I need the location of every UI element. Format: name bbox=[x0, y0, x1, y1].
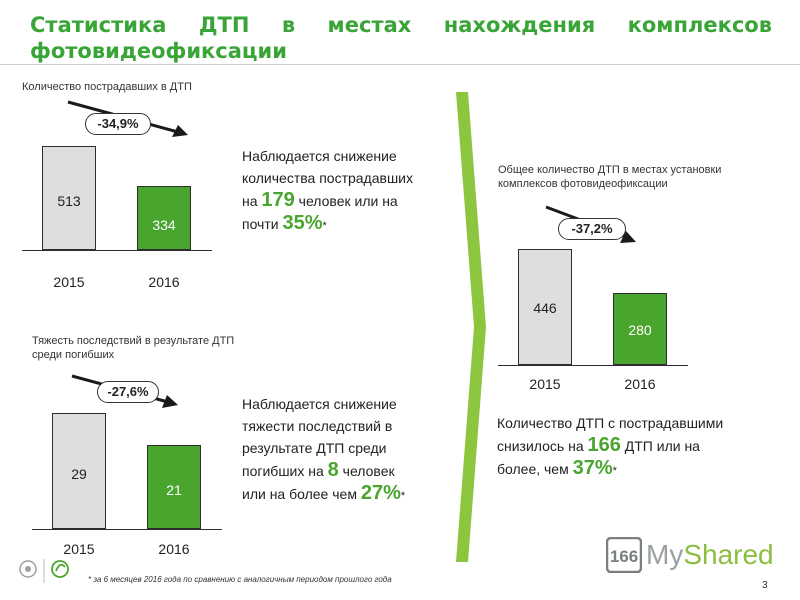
fatalities-note-number: 8 bbox=[327, 459, 339, 481]
page-title: Статистика ДТП в местах нахождения компл… bbox=[30, 13, 772, 63]
accidents-note-line1: Количество ДТП с пострадавшими bbox=[497, 415, 724, 431]
victims-change-badge: -34,9% bbox=[85, 113, 151, 135]
fatalities-note-line2: тяжести последствий в bbox=[242, 418, 393, 434]
fatalities-baseline bbox=[32, 529, 222, 530]
victims-note-number: 179 bbox=[261, 189, 295, 211]
myshared-logo-number: 166 bbox=[610, 547, 638, 566]
accidents-bar-2016-label: 280 bbox=[628, 322, 652, 338]
victims-chart-caption: Количество пострадавших в ДТП bbox=[22, 81, 192, 93]
victims-bar-2015-label: 513 bbox=[57, 193, 81, 209]
fatalities-change-badge: -27,6% bbox=[97, 381, 159, 403]
accidents-chart-caption: Общее количество ДТП в местах установки … bbox=[498, 164, 722, 190]
accidents-year-2015: 2015 bbox=[529, 376, 561, 392]
fatalities-note-percent: 27% bbox=[360, 482, 401, 504]
accidents-note-number: 166 bbox=[587, 434, 621, 456]
victims-baseline bbox=[22, 250, 212, 251]
accidents-note-line3: более, чем 37%* bbox=[497, 457, 617, 479]
organization-logos bbox=[19, 559, 69, 583]
transport-ministry-logo-icon bbox=[19, 560, 37, 578]
victims-bar-2016-label: 334 bbox=[152, 217, 176, 233]
victims-note-line3: на 179 человек или на bbox=[242, 189, 398, 211]
victims-year-2016: 2016 bbox=[148, 274, 180, 290]
victims-note-line1: Наблюдается снижение bbox=[242, 148, 397, 164]
victims-note-line4: почти 35%* bbox=[242, 212, 327, 234]
accidents-baseline bbox=[498, 365, 688, 366]
accidents-bar-2015: 446 bbox=[518, 249, 572, 365]
fatalities-note-line4: погибших на 8 человек bbox=[242, 459, 395, 481]
victims-note-percent: 35% bbox=[282, 212, 323, 234]
page-number: 3 bbox=[762, 580, 768, 591]
accidents-note-percent: 37% bbox=[572, 457, 613, 479]
accidents-bar-2015-label: 446 bbox=[533, 300, 557, 316]
victims-bar-2015: 513 bbox=[42, 146, 96, 250]
section-divider-chevron bbox=[456, 92, 486, 562]
accidents-bar-2016: 280 bbox=[613, 293, 667, 365]
accidents-note-line2: снизилось на 166 ДТП или на bbox=[497, 434, 700, 456]
footnote: * за 6 месяцев 2016 года по сравнению с … bbox=[88, 575, 392, 584]
victims-year-2015: 2015 bbox=[53, 274, 85, 290]
fatalities-bar-2016-label: 21 bbox=[166, 482, 182, 498]
fatalities-note-line5: или на более чем 27%* bbox=[242, 482, 406, 504]
victims-note-line2: количества пострадавших bbox=[242, 170, 413, 186]
fatalities-bar-2016: 21 bbox=[147, 445, 201, 529]
myshared-logo-icon: 166 bbox=[606, 537, 642, 573]
accidents-change-badge: -37,2% bbox=[558, 218, 626, 240]
accidents-year-2016: 2016 bbox=[624, 376, 656, 392]
fatalities-note: Наблюдается снижение тяжести последствий… bbox=[242, 393, 457, 507]
fatalities-chart-caption: Тяжесть последствий в результате ДТП сре… bbox=[32, 335, 235, 361]
fatalities-bar-2015-label: 29 bbox=[71, 466, 87, 482]
fatalities-note-line3: результате ДТП среди bbox=[242, 440, 387, 456]
title-divider bbox=[0, 64, 800, 65]
fatalities-year-2016: 2016 bbox=[158, 541, 190, 557]
accidents-note: Количество ДТП с пострадавшими снизилось… bbox=[497, 412, 787, 482]
victims-bar-2016: 334 bbox=[137, 186, 191, 250]
codd-logo-icon bbox=[51, 560, 69, 578]
fatalities-note-line1: Наблюдается снижение bbox=[242, 396, 397, 412]
myshared-wordmark: MyShared bbox=[646, 539, 774, 570]
victims-note: Наблюдается снижение количества пострада… bbox=[242, 145, 452, 237]
fatalities-bar-2015: 29 bbox=[52, 413, 106, 529]
fatalities-year-2015: 2015 bbox=[63, 541, 95, 557]
